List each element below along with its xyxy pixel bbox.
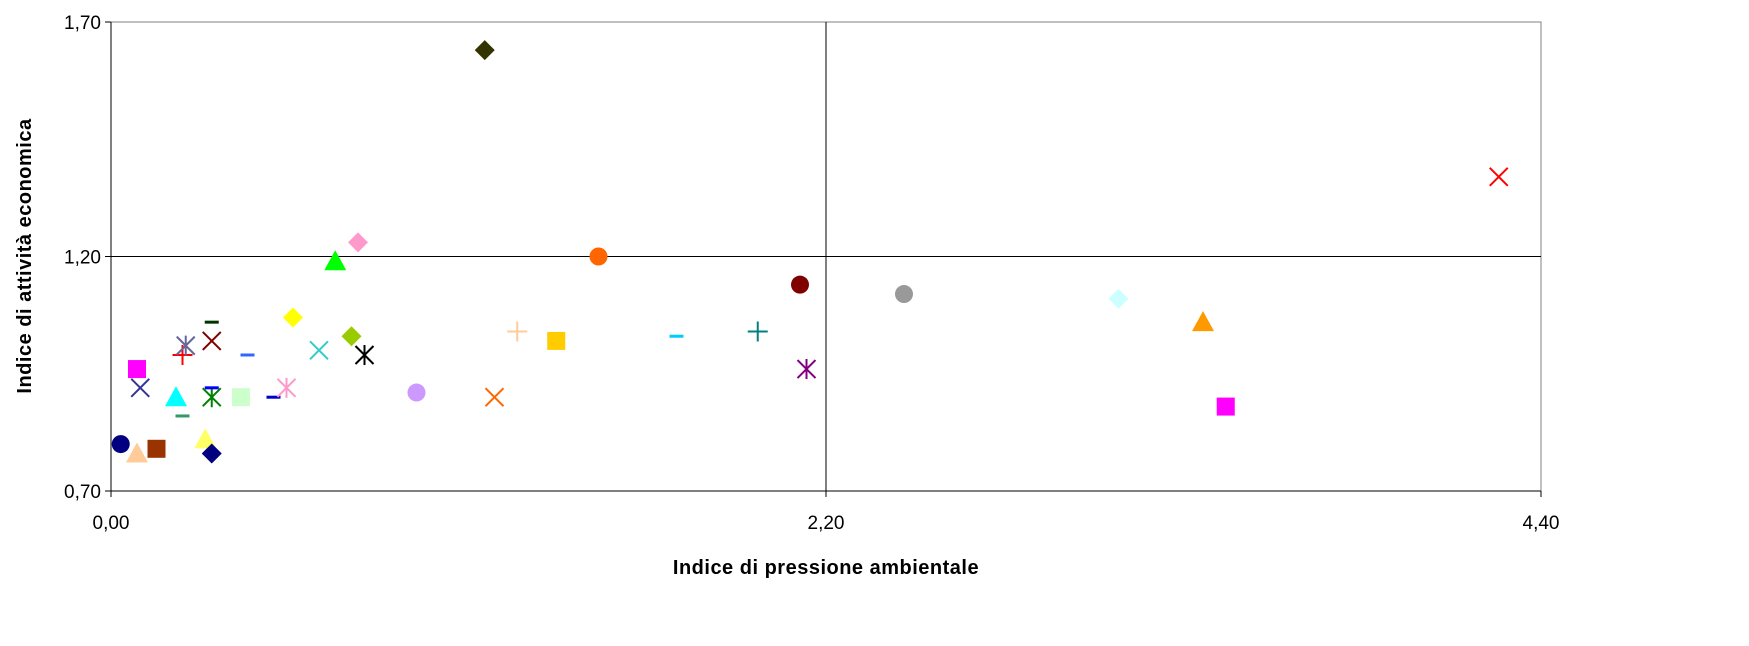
data-point-x (130, 378, 150, 398)
data-point-circle (111, 435, 130, 454)
data-point-star (176, 335, 196, 356)
y-tick-label: 1,70 (64, 13, 101, 34)
data-point-plus (507, 321, 528, 342)
data-point-star (276, 377, 297, 398)
data-point-dash (266, 395, 281, 399)
data-point-star (796, 359, 817, 380)
data-point-triangle (324, 250, 347, 271)
quadrant-lines (111, 22, 1541, 491)
data-point-x (202, 331, 222, 351)
data-point-x (1489, 167, 1509, 187)
data-point-diamond (474, 40, 495, 61)
data-point-square (1216, 397, 1235, 416)
data-point-x (484, 387, 505, 407)
data-point-circle (791, 275, 809, 294)
x-tick-label: 4,40 (1523, 513, 1560, 534)
data-point-x (309, 340, 329, 361)
data-point-dash (204, 386, 219, 390)
data-point-star (354, 344, 375, 365)
data-point-dash (669, 334, 684, 338)
axes (105, 21, 1542, 497)
data-point-square (232, 388, 250, 407)
data-point-diamond (348, 232, 368, 253)
data-point-diamond (283, 307, 303, 328)
data-point-dash (204, 320, 219, 324)
data-points (111, 40, 1509, 464)
data-point-star (202, 387, 222, 408)
data-point-diamond (341, 326, 362, 347)
data-point-triangle (194, 428, 217, 449)
data-point-plus (747, 321, 768, 342)
data-point-square (147, 439, 166, 458)
data-point-triangle (1192, 311, 1214, 332)
data-point-triangle (165, 386, 187, 407)
data-point-square (128, 360, 146, 379)
y-axis-title: Indice di attività economica (14, 118, 36, 394)
data-point-circle (589, 247, 608, 266)
data-point-dash (175, 414, 190, 418)
data-point-circle (895, 285, 913, 304)
y-tick-label: 1,20 (64, 248, 101, 269)
data-point-diamond (1108, 288, 1129, 309)
tick-labels: 0,70 1,20 1,70 0,00 2,20 4,40 (64, 13, 1559, 534)
x-tick-label: 0,00 (93, 513, 130, 534)
data-point-triangle (126, 442, 148, 463)
data-point-square (547, 331, 566, 350)
x-tick-label: 2,20 (808, 513, 845, 534)
y-tick-label: 0,70 (64, 482, 101, 503)
data-point-dash (240, 353, 255, 357)
data-point-diamond (201, 443, 222, 464)
x-axis-title: Indice di pressione ambientale (673, 557, 979, 579)
data-point-circle (407, 383, 426, 402)
